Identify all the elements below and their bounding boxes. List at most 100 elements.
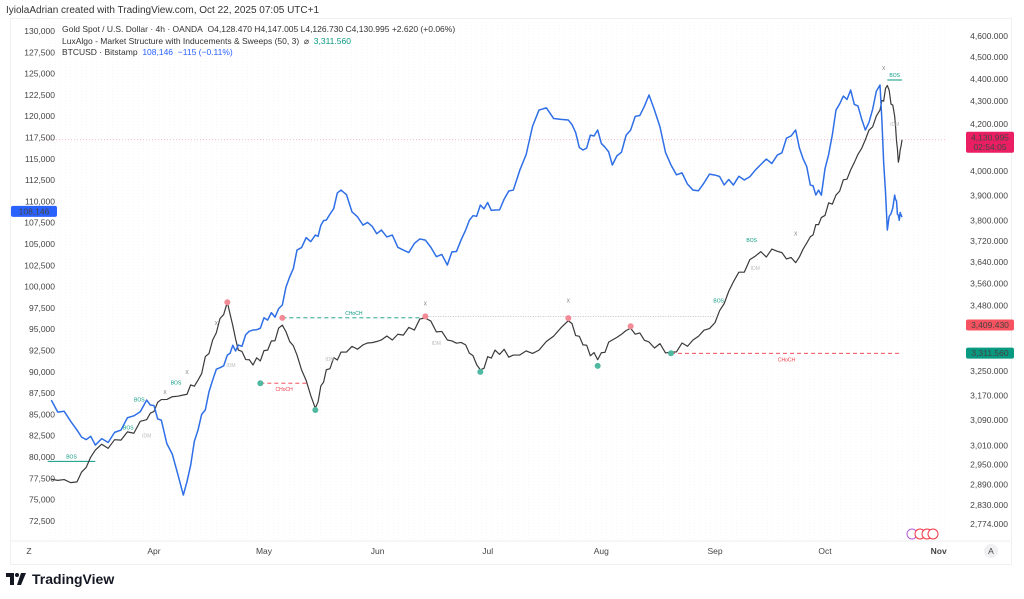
time-axis-tick: Oct (818, 546, 832, 556)
left-axis-tick: 82,500 (29, 431, 55, 441)
swing-low-marker (668, 350, 674, 357)
right-axis-tick: 4,600.000 (970, 31, 1008, 41)
auto-scale-button[interactable]: A (988, 546, 994, 556)
left-price-axis: 72,500 75,000 77,500 80,000 82,500 85,000 87,5… (24, 26, 55, 526)
right-axis-tick: 4,300.000 (970, 96, 1008, 106)
swing-high-marker (565, 315, 572, 322)
swing-high-marker (422, 313, 429, 320)
time-axis-tick: Nov (931, 546, 947, 556)
price-label-box (966, 319, 1014, 331)
structure-level-label: CHoCH (345, 311, 363, 317)
right-axis-tick: 2,774.000 (970, 519, 1008, 529)
structure-label: X (185, 370, 189, 376)
legend-gold-ohlc: O4,128.470 H4,147.005 L4,126.730 C4,130.… (207, 24, 456, 34)
chart-frame (10, 18, 1012, 565)
left-axis-tick: 87,500 (29, 388, 55, 398)
structure-label: IDM (142, 433, 151, 439)
left-axis-tick: 112,500 (25, 175, 55, 185)
structure-label: X (163, 390, 167, 396)
left-axis-tick: 125,000 (24, 69, 55, 79)
structure-label: IDM (325, 357, 334, 363)
time-axis-tick: Sep (707, 546, 722, 556)
right-axis-tick: 4,400.000 (970, 74, 1008, 84)
swing-low-marker (312, 407, 319, 414)
right-axis-tick: 2,830.000 (970, 500, 1008, 510)
grid (49, 22, 945, 540)
left-axis-tick: 102,500 (24, 260, 55, 270)
left-axis-tick: 100,000 (24, 282, 55, 292)
legend-btc-value: 108,146 (142, 47, 174, 57)
structure-label: BOS (746, 238, 757, 244)
btc-price-line (50, 84, 903, 496)
left-axis-tick: 117,500 (25, 133, 55, 143)
structure-levels: CHoCH CHoCH CHoCH BOS BOS (44, 73, 945, 462)
left-axis-tick: 80,000 (29, 452, 55, 462)
swing-high-marker (279, 314, 286, 321)
right-axis-tick: 3,560.000 (970, 278, 1008, 288)
swing-low-marker (477, 368, 484, 375)
indicator-symbol: ⌀ (303, 36, 310, 46)
legend-indicator[interactable]: LuxAlgo - Market Structure with Induceme… (62, 36, 351, 47)
right-axis-tick: 2,890.000 (970, 480, 1008, 490)
right-axis-tick: 2,950.000 (970, 460, 1008, 470)
legend-gold[interactable]: Gold Spot / U.S. Dollar · 4h · OANDA O4,… (62, 24, 455, 34)
time-axis-tick: Jul (482, 546, 493, 556)
left-axis-tick: 105,000 (24, 239, 55, 249)
chart-credit: IyiolaAdrian created with TradingView.co… (6, 5, 320, 16)
left-axis-tick: 92,500 (29, 346, 55, 356)
legend-btc-change: −115 (−0.11%) (177, 47, 233, 57)
price-label-box (966, 347, 1014, 359)
structure-label: IDM (751, 266, 760, 272)
price-label-box (966, 131, 1014, 153)
left-axis-tick: 75,000 (29, 495, 55, 505)
structure-label: X (215, 321, 219, 327)
right-axis-tick: 4,500.000 (970, 52, 1008, 62)
series-lines (50, 84, 903, 496)
swing-low-marker (594, 362, 601, 369)
right-axis-tick: 3,800.000 (970, 215, 1008, 225)
structure-label: X (424, 301, 428, 307)
time-axis-tick: May (256, 546, 273, 556)
time-axis-tick: Jun (371, 546, 385, 556)
structure-level-label: BOS (889, 73, 900, 79)
left-axis-tick: 72,500 (29, 516, 55, 526)
left-axis-tick: 130,000 (24, 26, 55, 36)
right-axis-tick: 4,000.000 (970, 166, 1008, 176)
economic-event-flag-icon (927, 528, 939, 540)
right-axis-tick: 3,010.000 (970, 440, 1008, 450)
left-axis-tick: 115,000 (25, 154, 55, 164)
tradingview-logo-icon (6, 573, 26, 585)
structure-label: IDM (226, 363, 235, 369)
left-axis-tick: 127,500 (24, 47, 55, 57)
structure-label: BOS (713, 298, 724, 304)
structure-level-label: CHoCH (276, 387, 294, 393)
right-axis-tick: 3,090.000 (970, 415, 1008, 425)
time-axis: Apr May Jun Jul Aug Sep Oct Nov Z A (11, 528, 1010, 558)
right-price-axis: 2,774.000 2,830.000 2,890.000 2,950.000 3,01… (970, 31, 1008, 529)
time-axis-tick: Apr (147, 546, 160, 556)
time-axis-tick: Aug (594, 546, 609, 556)
right-axis-tick: 3,720.000 (970, 236, 1008, 246)
right-axis-tick: 3,250.000 (970, 366, 1008, 376)
structure-level-label: CHoCH (778, 357, 796, 363)
price-label-box (11, 205, 57, 217)
structure-label: X (882, 66, 886, 72)
left-axis-tick: 122,500 (24, 90, 55, 100)
left-axis-tick: 85,000 (29, 409, 55, 419)
price-label-value: 3,409.430 (971, 320, 1009, 330)
tradingview-logo[interactable]: TradingView (6, 571, 114, 587)
left-axis-tick: 107,500 (24, 218, 55, 228)
structure-label: BOS (171, 381, 182, 387)
structure-label: IDM (890, 122, 899, 128)
price-label-countdown: 02:54:05 (973, 142, 1006, 152)
swing-high-marker (627, 323, 634, 330)
right-axis-tick: 3,900.000 (970, 190, 1008, 200)
zoom-button[interactable]: Z (26, 546, 31, 556)
left-axis-tick: 120,000 (24, 111, 55, 121)
legend-gold-title: Gold Spot / U.S. Dollar · 4h · OANDA (62, 24, 203, 34)
right-axis-tick: 3,480.000 (970, 300, 1008, 310)
legend-btc[interactable]: BTCUSD · Bitstamp 108,146 −115 (−0.11%) (62, 47, 233, 57)
legend-indicator-value: 3,311.560 (313, 36, 351, 46)
